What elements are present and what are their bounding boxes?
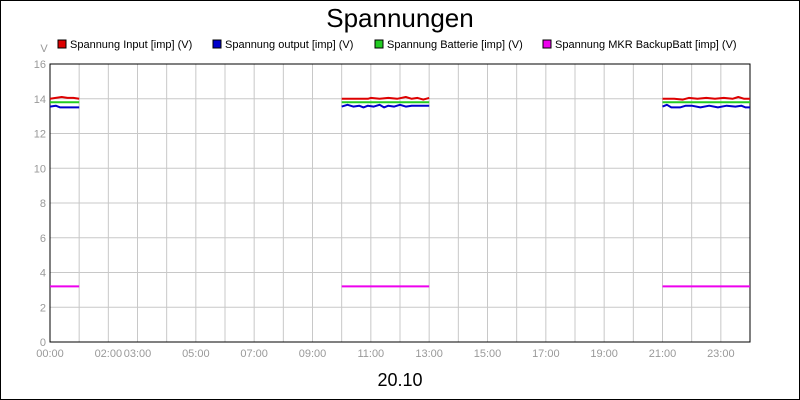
y-tick-label: 0 — [40, 337, 46, 349]
series-line — [341, 96, 430, 101]
y-tick-label: 4 — [40, 268, 46, 280]
legend-swatch — [212, 39, 222, 49]
legend: Spannung Input [imp] (V) Spannung output … — [57, 39, 737, 51]
x-tick-label: 02:00 — [95, 348, 123, 360]
x-tick-label: 13:00 — [415, 348, 443, 360]
legend-swatch — [542, 39, 552, 49]
x-tick-label: 23:00 — [707, 348, 735, 360]
x-tick-label: 07:00 — [240, 348, 268, 360]
grid — [50, 64, 750, 342]
y-tick-label: 14 — [34, 94, 46, 106]
series-line — [49, 104, 80, 109]
legend-entry: Spannung Input [imp] (V) — [70, 39, 192, 51]
y-tick-label: 10 — [34, 163, 46, 175]
y-tick-label: 8 — [40, 198, 46, 210]
y-tick-label: 16 — [34, 59, 46, 71]
series-line — [662, 103, 750, 109]
series-line — [341, 103, 430, 109]
x-tick-label: 21:00 — [649, 348, 677, 360]
series-lines — [49, 96, 750, 288]
legend-swatch — [57, 39, 67, 49]
y-tick-label: 6 — [40, 233, 46, 245]
x-tick-label: 15:00 — [474, 348, 502, 360]
legend-swatch — [374, 39, 384, 49]
y-axis-unit-label: V — [40, 43, 48, 55]
legend-entry: Spannung Batterie [imp] (V) — [387, 39, 523, 51]
chart-title: Spannungen — [326, 3, 473, 33]
y-tick-label: 12 — [34, 129, 46, 141]
series-line — [49, 96, 80, 100]
x-tick-label: 05:00 — [182, 348, 210, 360]
x-tick-label: 19:00 — [590, 348, 618, 360]
x-axis-ticks: 00:00 02:00 03:00 05:00 07:00 09:00 11:00 13:00… — [36, 348, 734, 360]
x-tick-label: 09:00 — [299, 348, 327, 360]
x-axis-label: 20.10 — [377, 370, 422, 390]
x-tick-label: 00:00 — [36, 348, 64, 360]
x-tick-label: 03:00 — [124, 348, 152, 360]
legend-entry: Spannung output [imp] (V) — [225, 39, 353, 51]
series-line — [662, 96, 750, 101]
x-tick-label: 17:00 — [532, 348, 560, 360]
y-axis-ticks: 0 2 4 6 8 10 12 14 16 — [34, 59, 46, 349]
x-tick-label: 11:00 — [357, 348, 384, 360]
plot-area — [49, 63, 751, 343]
y-tick-label: 2 — [40, 302, 46, 314]
legend-entry: Spannung MKR BackupBatt [imp] (V) — [555, 39, 737, 51]
